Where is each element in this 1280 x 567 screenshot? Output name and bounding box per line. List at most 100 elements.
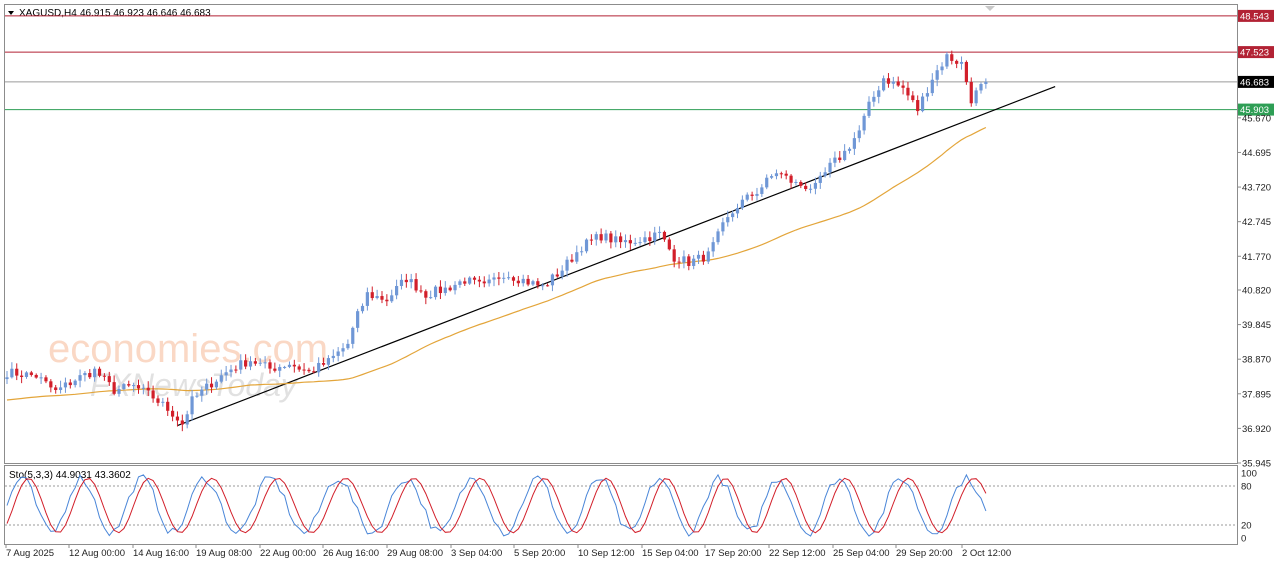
bull-candle xyxy=(769,176,774,178)
bear-candle xyxy=(112,382,116,394)
bull-candle xyxy=(891,81,895,84)
symbol-label: XAGUSD,H4 xyxy=(19,8,77,19)
price-tick-label: 36.920 xyxy=(1242,424,1271,435)
bull-candle xyxy=(10,368,14,378)
resistance-1-tag xyxy=(1238,46,1274,59)
bull-candle xyxy=(73,380,77,386)
bull-candle xyxy=(979,84,983,91)
candles xyxy=(5,50,988,432)
watermark-subtitle: FXNewsToday xyxy=(90,367,299,403)
bull-candle xyxy=(833,157,837,163)
bear-candle xyxy=(370,292,374,299)
bear-candle xyxy=(789,175,793,183)
bull-candle xyxy=(575,252,579,262)
bull-candle xyxy=(161,401,165,403)
bear-candle xyxy=(955,60,959,64)
current-price-label: 46.683 xyxy=(1240,77,1269,88)
bull-candle xyxy=(78,375,82,381)
price-tick-label: 39.845 xyxy=(1242,320,1271,331)
bear-candle xyxy=(20,375,24,377)
current-price-tag xyxy=(1238,75,1274,88)
bear-candle xyxy=(419,290,423,292)
bull-candle xyxy=(117,389,121,394)
bull-candle xyxy=(755,193,759,196)
chart-shift-icon[interactable] xyxy=(985,6,995,11)
bear-candle xyxy=(619,236,623,243)
bull-candle xyxy=(604,233,608,241)
bull-candle xyxy=(214,381,219,388)
bull-candle xyxy=(341,348,345,352)
bear-candle xyxy=(297,366,301,370)
bull-candle xyxy=(930,79,934,94)
bear-candle xyxy=(175,416,180,421)
bear-candle xyxy=(677,261,681,263)
bear-candle xyxy=(599,234,603,241)
bull-candle xyxy=(58,387,63,391)
bull-candle xyxy=(258,362,262,364)
bear-candle xyxy=(385,299,389,302)
bear-candle xyxy=(414,279,418,291)
bull-candle xyxy=(740,199,744,209)
bull-candle xyxy=(200,389,204,396)
bull-candle xyxy=(721,222,725,232)
bull-candle xyxy=(653,232,657,242)
bull-candle xyxy=(317,362,321,373)
bull-candle xyxy=(852,138,856,149)
bull-candle xyxy=(984,81,988,85)
bull-candle xyxy=(638,242,642,244)
bull-candle xyxy=(39,377,43,379)
bull-candle xyxy=(399,279,404,286)
stochastic-tick-label: 0 xyxy=(1241,534,1246,545)
time-tick-label: 5 Sep 20:00 xyxy=(514,548,565,559)
bull-candle xyxy=(458,281,462,285)
bear-candle xyxy=(672,249,676,262)
bear-candle xyxy=(44,377,48,382)
bull-candle xyxy=(745,194,749,200)
bull-candle xyxy=(282,366,287,368)
bear-candle xyxy=(180,420,184,425)
bull-candle xyxy=(731,213,735,218)
moving-average-layer xyxy=(6,126,987,401)
bull-candle xyxy=(122,384,126,390)
bear-candle xyxy=(292,364,296,367)
bull-candle xyxy=(83,373,87,376)
bull-candle xyxy=(492,277,496,280)
bear-candle xyxy=(950,54,954,61)
bull-candle xyxy=(706,251,710,262)
price-tick-label: 43.720 xyxy=(1242,183,1271,194)
bull-candle xyxy=(93,368,97,378)
bull-candle xyxy=(278,367,282,371)
bull-candle xyxy=(633,242,637,244)
time-tick-label: 25 Sep 04:00 xyxy=(833,548,890,559)
stochastic-signal-line xyxy=(6,477,987,534)
time-tick-label: 12 Aug 00:00 xyxy=(69,548,125,559)
bull-candle xyxy=(132,385,136,387)
stochastic-layer: 100 80 20 0 xyxy=(5,469,1257,545)
stochastic-tick-label: 20 xyxy=(1241,521,1252,532)
bear-candle xyxy=(404,279,408,283)
support-1-tag xyxy=(1238,103,1274,116)
bull-candle xyxy=(141,387,145,389)
bull-candle xyxy=(390,295,394,302)
bull-candle xyxy=(584,239,589,252)
price-tick-label: 44.695 xyxy=(1242,148,1271,159)
bear-candle xyxy=(750,194,754,196)
symbol-menu-icon[interactable] xyxy=(8,11,14,15)
bull-candle xyxy=(945,54,949,67)
bear-candle xyxy=(321,362,326,365)
bear-candle xyxy=(54,387,58,391)
bear-candle xyxy=(97,368,102,376)
bear-candle xyxy=(779,173,783,175)
bull-candle xyxy=(940,66,944,71)
bull-candle xyxy=(487,279,491,284)
bull-candle xyxy=(346,343,350,349)
bull-candle xyxy=(682,256,686,263)
bull-candle xyxy=(395,285,399,296)
bull-candle xyxy=(356,311,360,328)
bull-candle xyxy=(365,292,369,306)
time-tick-label: 19 Aug 08:00 xyxy=(196,548,252,559)
bull-candle xyxy=(360,305,365,312)
bear-candle xyxy=(127,384,131,386)
bear-candle xyxy=(380,296,384,300)
